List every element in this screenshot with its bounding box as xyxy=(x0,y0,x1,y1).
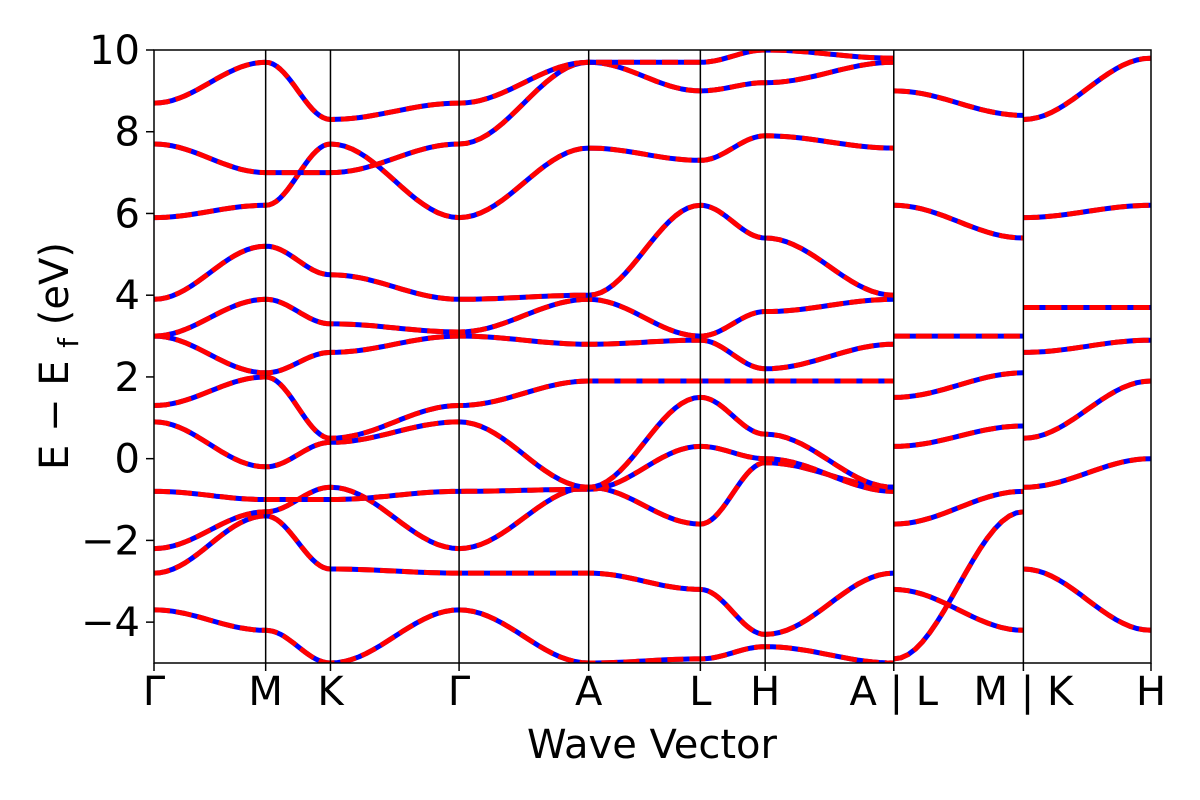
bands-layer xyxy=(154,50,1151,663)
band-line-red-dashed xyxy=(154,202,894,302)
x-tick-label: H xyxy=(1136,669,1166,715)
band-line-blue xyxy=(1023,337,1151,355)
x-tick-label: M xyxy=(248,669,283,715)
y-tick-label: 2 xyxy=(115,355,140,401)
band-line-red-dashed xyxy=(1023,55,1151,122)
y-axis-title-main: E − E xyxy=(32,360,78,470)
x-tick-label: L xyxy=(689,669,712,715)
band-line-red-dashed xyxy=(154,296,894,339)
band-line-blue xyxy=(1023,202,1151,221)
band-line-red-dashed xyxy=(154,333,894,376)
y-tick-label: −4 xyxy=(81,600,140,646)
band-line-red-dashed xyxy=(893,370,1024,400)
x-tick-label: M | K xyxy=(974,669,1075,715)
x-tick-label: Γ xyxy=(143,669,166,715)
plot-background xyxy=(154,50,1151,663)
band-line-red-dashed xyxy=(154,460,894,552)
x-tick-label: A | L xyxy=(849,669,938,715)
band-line-red-dashed xyxy=(154,443,894,502)
band-line-red-dashed xyxy=(154,133,894,221)
band-line-red-dashed xyxy=(154,394,894,490)
band-line-red-dashed xyxy=(893,488,1024,527)
band-line-red-dashed xyxy=(1023,456,1151,490)
y-tick-label: 10 xyxy=(89,28,140,74)
x-tick-label: Γ xyxy=(448,669,471,715)
x-axis-title: Wave Vector xyxy=(527,722,778,768)
band-line-blue xyxy=(893,423,1024,449)
band-line-red-dashed xyxy=(154,607,894,663)
band-line-red-dashed xyxy=(154,513,894,637)
y-tick-label: 0 xyxy=(115,437,140,483)
x-tick-label: K xyxy=(317,669,345,715)
y-tick-label: 4 xyxy=(115,273,140,319)
x-tick-label: A xyxy=(575,669,603,715)
band-line-red-dashed xyxy=(1023,378,1151,441)
y-axis-title-subscript: f xyxy=(52,337,85,348)
band-line-red-dashed xyxy=(893,509,1024,662)
kpoint-lines xyxy=(264,50,1025,663)
band-line-red-dashed xyxy=(893,586,1024,633)
band-line-red-dashed xyxy=(154,59,894,176)
band-line-red-dashed xyxy=(154,50,894,122)
y-tick-label: 6 xyxy=(115,191,140,237)
band-line-red-dashed xyxy=(1023,566,1151,633)
y-axis-title-unit: (eV) xyxy=(32,242,78,325)
band-line-red-dashed xyxy=(893,202,1024,241)
band-line-red-dashed xyxy=(154,374,894,441)
y-ticks: −4 −2 0 2 4 6 8 10 xyxy=(81,28,154,646)
y-axis-title: E − E f (eV) xyxy=(32,242,88,470)
band-line-red-dashed xyxy=(893,88,1024,118)
x-tick-label: H xyxy=(750,669,780,715)
y-tick-label: 8 xyxy=(115,110,140,156)
plot-frame xyxy=(153,49,1152,664)
y-tick-label: −2 xyxy=(81,518,140,564)
